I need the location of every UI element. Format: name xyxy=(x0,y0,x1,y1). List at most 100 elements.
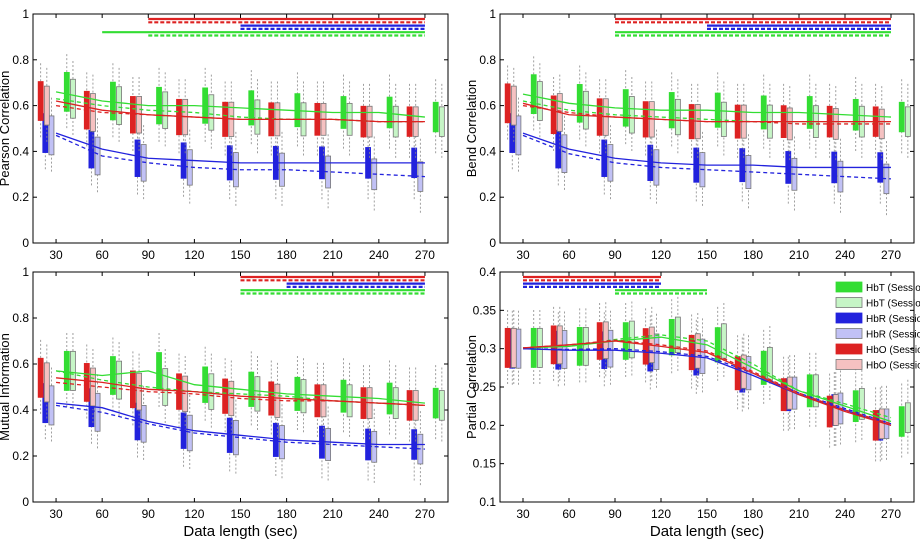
box xyxy=(720,101,727,137)
y-axis-label: Bend Correlation xyxy=(464,80,479,178)
y-tick-label: 0.1 xyxy=(479,495,496,509)
box xyxy=(642,101,649,138)
y-tick-label: 0.2 xyxy=(12,449,29,463)
y-axis-label: Partial Correlation xyxy=(464,335,479,439)
box xyxy=(806,374,813,408)
chart-panel-4: 0.1 0.15 0.2 0.25 0.3 0.35 0.4 30 60 90 120 150 180 2… xyxy=(464,265,915,540)
box xyxy=(515,115,522,156)
box xyxy=(83,363,90,402)
box xyxy=(254,99,261,135)
box xyxy=(898,406,905,437)
x-tick-label: 30 xyxy=(516,507,530,521)
series-line xyxy=(522,340,892,426)
box xyxy=(872,410,879,441)
legend: HbT (Session 1) HbT (Session 2) HbR (Sessi… xyxy=(835,281,920,372)
series-line xyxy=(522,339,892,425)
x-tick-label: 120 xyxy=(184,507,204,521)
y-tick-label: 0.8 xyxy=(479,53,496,67)
box xyxy=(510,85,517,126)
box xyxy=(674,98,681,136)
x-tick-label: 30 xyxy=(49,248,63,262)
legend-swatch xyxy=(835,297,863,308)
x-tick-label: 150 xyxy=(230,507,250,521)
y-tick-label: 0.8 xyxy=(12,311,29,325)
series-line xyxy=(55,370,426,404)
box xyxy=(140,144,147,182)
series-line xyxy=(522,132,891,169)
box xyxy=(268,381,275,416)
box xyxy=(576,327,583,366)
y-tick-label: 0.6 xyxy=(12,99,29,113)
legend-swatch xyxy=(835,343,863,355)
box xyxy=(561,134,568,173)
box xyxy=(208,94,215,131)
y-tick-label: 0.25 xyxy=(473,380,497,394)
y-tick-label: 0 xyxy=(22,495,29,509)
box xyxy=(432,101,439,133)
box xyxy=(162,91,169,129)
box xyxy=(360,387,367,419)
box xyxy=(140,405,147,443)
box xyxy=(134,139,141,177)
x-axis-label: Data length (sec) xyxy=(183,523,297,540)
x-tick-label: 180 xyxy=(743,248,763,262)
y-tick-label: 0.2 xyxy=(12,190,29,204)
box xyxy=(898,101,905,133)
x-tick-label: 90 xyxy=(142,248,156,262)
y-axis-label: Mutual Information xyxy=(0,333,12,441)
chart-panel-1: 0 0.2 0.4 0.6 0.8 1 30 60 90 120 150 180 210 240 270 Pe… xyxy=(0,7,449,262)
y-tick-label: 1 xyxy=(22,7,29,21)
box xyxy=(510,327,517,368)
series-line xyxy=(55,91,426,118)
box xyxy=(832,394,839,426)
box xyxy=(406,390,413,421)
chart-panel-3: 0 0.2 0.4 0.6 0.8 1 30 60 90 120 150 180 210 240 270 Mu… xyxy=(0,265,449,540)
box xyxy=(346,102,353,136)
box xyxy=(904,402,911,433)
box xyxy=(70,78,76,119)
series-line xyxy=(522,93,892,118)
series-line xyxy=(522,104,891,125)
x-tick-label: 270 xyxy=(415,248,435,262)
box xyxy=(346,384,353,418)
box xyxy=(550,325,557,365)
box xyxy=(110,356,116,395)
box xyxy=(432,387,439,419)
box xyxy=(136,372,142,411)
x-tick-label: 60 xyxy=(95,507,109,521)
y-tick-label: 0.4 xyxy=(12,403,29,417)
legend-label: HbO (Session 1) xyxy=(866,345,920,356)
box xyxy=(37,357,44,398)
chart-panel-2: 0 0.2 0.4 0.6 0.8 1 30 60 90 120 150 180 210 240 270 Be… xyxy=(464,7,915,262)
y-tick-label: 0.4 xyxy=(479,265,496,279)
y-tick-label: 1 xyxy=(22,265,29,279)
y-tick-label: 0 xyxy=(489,236,496,250)
box xyxy=(130,96,136,134)
box xyxy=(360,105,367,138)
box xyxy=(90,93,96,132)
y-tick-label: 1 xyxy=(489,7,496,21)
y-tick-label: 0.8 xyxy=(12,53,29,67)
x-tick-label: 240 xyxy=(835,248,855,262)
x-tick-label: 150 xyxy=(697,507,717,521)
series-line xyxy=(522,348,892,425)
box xyxy=(63,71,70,112)
box xyxy=(176,98,182,136)
x-tick-label: 240 xyxy=(369,507,389,521)
box xyxy=(37,81,44,121)
x-tick-label: 30 xyxy=(516,248,530,262)
box xyxy=(156,352,162,390)
box xyxy=(438,106,445,137)
box xyxy=(642,328,649,365)
box xyxy=(70,350,76,391)
y-tick-label: 0.6 xyxy=(12,357,29,371)
x-tick-label: 120 xyxy=(651,507,671,521)
box xyxy=(186,414,193,452)
box xyxy=(228,380,235,417)
box xyxy=(116,360,122,400)
box xyxy=(272,422,279,457)
box xyxy=(90,367,96,407)
legend-swatch xyxy=(835,359,863,370)
box xyxy=(550,95,557,135)
x-tick-label: 120 xyxy=(184,248,204,262)
